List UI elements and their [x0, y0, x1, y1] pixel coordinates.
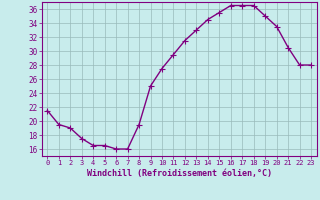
X-axis label: Windchill (Refroidissement éolien,°C): Windchill (Refroidissement éolien,°C) — [87, 169, 272, 178]
